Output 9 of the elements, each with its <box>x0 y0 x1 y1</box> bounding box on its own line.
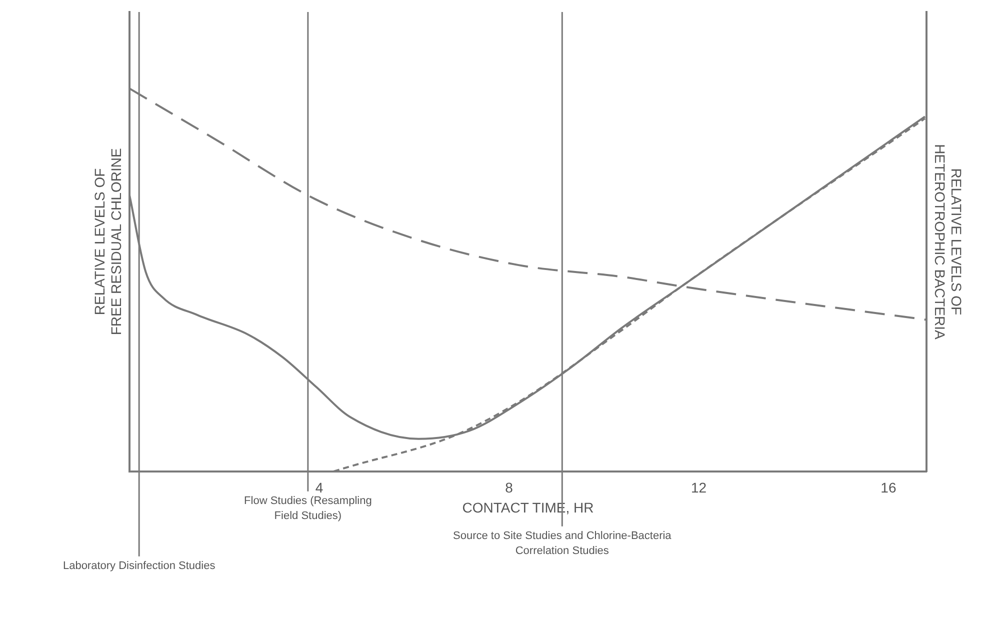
ref-line-label: Flow Studies (Resampling Field Studies) <box>244 494 372 522</box>
x-tick-label: 16 <box>880 480 896 496</box>
y2-axis-title: RELATIVE LEVELS OF HETEROTROPHIC BACTERIA <box>932 144 965 340</box>
y-axis-title: RELATIVE LEVELS OF FREE RESIDUAL CHLORINE <box>91 148 124 336</box>
x-tick-label: 4 <box>315 480 324 496</box>
x-tick-label: 12 <box>690 480 707 496</box>
x-tick-label: 8 <box>505 480 514 496</box>
ref-line-label: Source to Site Studies and Chlorine-Bacteria Correlation Studies <box>453 530 672 557</box>
ref-line-label: Laboratory Disinfection Studies <box>62 560 216 572</box>
